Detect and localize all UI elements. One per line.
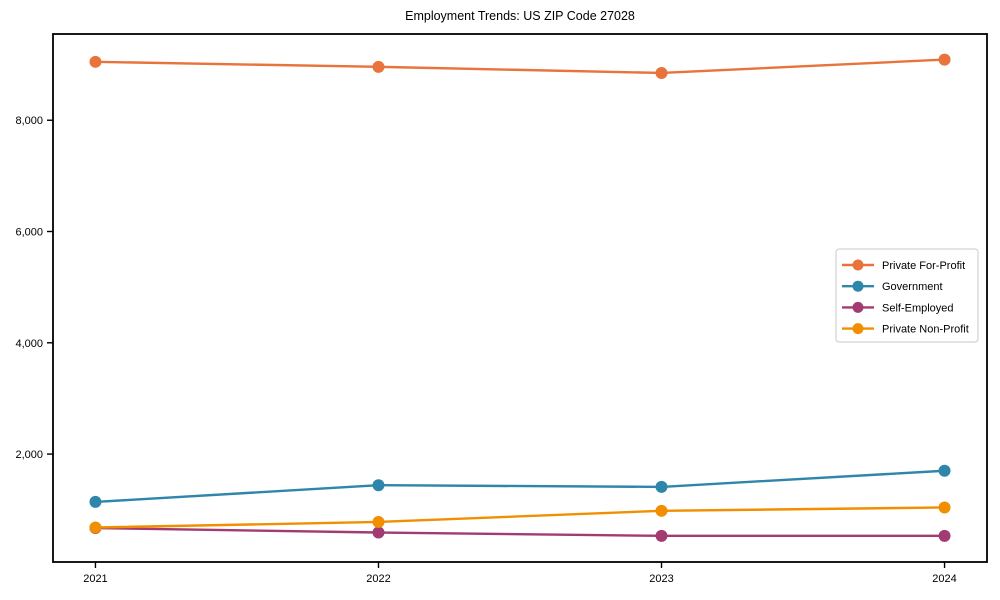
- series-line-self-employed: [95, 526, 945, 538]
- series-line-private-non-profit: [95, 506, 945, 529]
- series-line-government: [95, 469, 945, 504]
- series-marker-government: [938, 464, 951, 477]
- legend-label-private-non-profit: Private Non-Profit: [882, 324, 969, 336]
- series-marker-government: [655, 480, 668, 493]
- chart-title: Employment Trends: US ZIP Code 27028: [405, 9, 635, 23]
- legend-marker-private-for-profit: [852, 259, 864, 271]
- series-marker-private-non-profit: [89, 521, 102, 534]
- series-marker-government: [372, 479, 385, 492]
- y-tick-label: 4,000: [15, 338, 43, 350]
- x-tick-label: 2023: [649, 573, 673, 585]
- legend-label-government: Government: [882, 281, 943, 293]
- legend-label-self-employed: Self-Employed: [882, 302, 954, 314]
- series-marker-self-employed: [938, 529, 951, 542]
- x-tick-label: 2021: [83, 573, 107, 585]
- series-marker-self-employed: [372, 526, 385, 539]
- legend-box: [835, 248, 979, 343]
- series-line-private-for-profit: [95, 58, 945, 75]
- x-tick-label: 2024: [932, 573, 956, 585]
- legend-marker-private-non-profit: [852, 323, 864, 335]
- series-marker-private-non-profit: [938, 501, 951, 514]
- legend-marker-government: [852, 280, 864, 292]
- plot-border: [52, 33, 988, 563]
- legend-label-private-for-profit: Private For-Profit: [882, 260, 965, 272]
- series-marker-private-for-profit: [372, 60, 385, 73]
- y-tick-label: 8,000: [15, 115, 43, 127]
- series-marker-private-for-profit: [89, 55, 102, 68]
- y-tick-label: 6,000: [15, 227, 43, 239]
- series-marker-private-non-profit: [372, 515, 385, 528]
- x-tick-label: 2022: [366, 573, 390, 585]
- series-marker-self-employed: [655, 529, 668, 542]
- series-marker-private-for-profit: [938, 53, 951, 66]
- series-marker-private-for-profit: [655, 66, 668, 79]
- series-marker-government: [89, 495, 102, 508]
- legend-marker-self-employed: [852, 301, 864, 313]
- y-tick-label: 2,000: [15, 449, 43, 461]
- series-marker-private-non-profit: [655, 504, 668, 517]
